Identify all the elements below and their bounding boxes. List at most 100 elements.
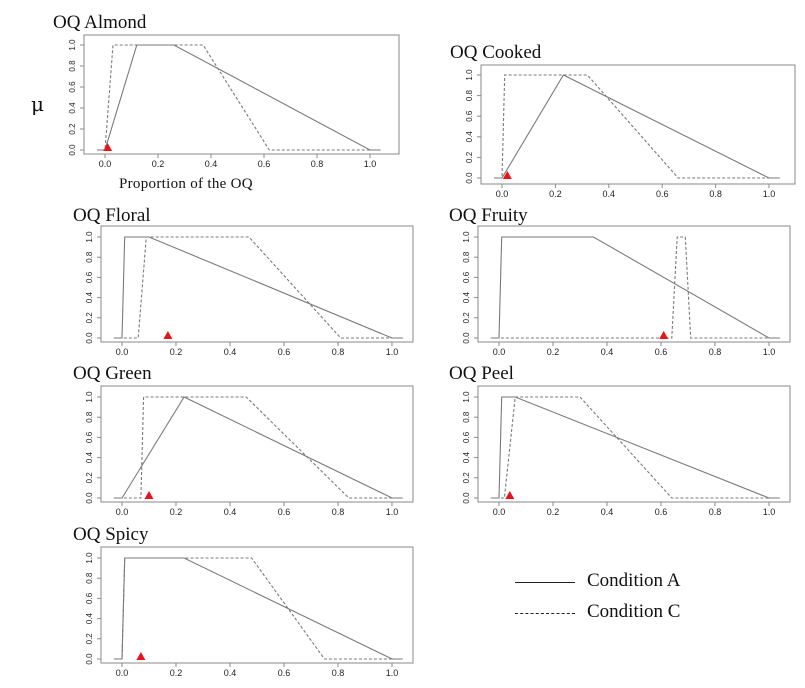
marker-triangle — [659, 331, 669, 339]
x-tick-label: 1.0 — [386, 507, 399, 517]
y-tick-label: 0.2 — [68, 123, 77, 135]
x-tick-label: 0.8 — [311, 159, 324, 169]
x-tick-label: 0.6 — [278, 347, 291, 357]
y-tick-label: 0.8 — [462, 411, 471, 423]
panel-peel: 0.0 0.2 0.4 0.6 0.8 1.0 0.0 0.2 0.4 0.6 0.8 1.0 — [462, 385, 791, 517]
y-tick-label: 0.2 — [85, 472, 94, 484]
x-tick-label: 0.0 — [493, 507, 506, 517]
x-tick-label: 1.0 — [763, 347, 776, 357]
panel-cooked: 0.0 0.2 0.4 0.6 0.8 1.0 0.0 0.2 0.4 0.6 0.8 1.0 — [465, 64, 796, 199]
y-tick-label: 0.6 — [68, 81, 77, 93]
y-tick-label: 0.0 — [85, 332, 94, 344]
legend-label-condition-a: Condition A — [587, 570, 681, 591]
y-tick-label: 0.6 — [85, 271, 94, 283]
y-tick-label: 1.0 — [85, 391, 94, 403]
x-tick-label: 0.8 — [332, 668, 345, 678]
y-tick-label: 1.0 — [85, 552, 94, 564]
series-condition-c-line — [113, 557, 403, 660]
series-condition-a-line — [113, 557, 403, 660]
y-tick-label: 0.6 — [85, 592, 94, 604]
y-tick-label: 0.6 — [462, 431, 471, 443]
x-tick-label: 0.4 — [224, 347, 237, 357]
y-tick-label: 1.0 — [85, 231, 94, 243]
plot-frame — [100, 546, 414, 664]
plot-frame — [100, 385, 414, 503]
x-tick-label: 0.4 — [601, 347, 614, 357]
x-tick-label: 0.2 — [547, 507, 560, 517]
x-tick-label: 0.0 — [99, 159, 112, 169]
x-tick-label: 0.4 — [601, 507, 614, 517]
panel-title-floral: OQ Floral — [73, 205, 151, 226]
plot-frame — [100, 225, 414, 343]
panel-title-spicy: OQ Spicy — [73, 524, 149, 545]
panel-title-green: OQ Green — [73, 363, 152, 384]
y-tick-label: 1.0 — [68, 39, 77, 51]
y-tick-label: 0.4 — [85, 451, 94, 463]
x-tick-label: 0.8 — [332, 347, 345, 357]
x-tick-label: 0.4 — [224, 507, 237, 517]
series-condition-c-line — [113, 396, 403, 499]
plot-frame — [83, 34, 400, 155]
y-tick-label: 0.8 — [462, 251, 471, 263]
x-tick-label: 0.6 — [655, 507, 668, 517]
y-tick-label: 0.2 — [462, 312, 471, 324]
x-tick-label: 0.2 — [549, 189, 562, 199]
y-tick-label: 0.4 — [462, 291, 471, 303]
panel-almond: 0.0 0.2 0.4 0.6 0.8 1.0 0.0 0.2 0.4 0.6 0.8 1.0 — [68, 34, 400, 169]
y-tick-label: 0.6 — [462, 271, 471, 283]
x-tick-label: 1.0 — [386, 347, 399, 357]
x-tick-label: 0.2 — [170, 507, 183, 517]
x-tick-label: 0.4 — [603, 189, 616, 199]
panel-fruity: 0.0 0.2 0.4 0.6 0.8 1.0 0.0 0.2 0.4 0.6 0.8 1.0 — [462, 225, 791, 357]
series-condition-c-line — [494, 74, 780, 179]
series-condition-a-line — [113, 236, 403, 339]
legend: Condition A Condition C — [515, 565, 755, 635]
panel-floral: 0.0 0.2 0.4 0.6 0.8 1.0 0.0 0.2 0.4 0.6 0.8 1.0 — [85, 225, 414, 357]
y-tick-label: 0.4 — [462, 451, 471, 463]
x-tick-label: 1.0 — [763, 507, 776, 517]
series-condition-c-line — [97, 44, 381, 151]
panel-title-almond: OQ Almond — [53, 12, 147, 33]
y-tick-label: 0.0 — [462, 492, 471, 504]
marker-triangle — [144, 491, 154, 499]
series-condition-c-line — [490, 396, 780, 499]
y-tick-label: 0.4 — [465, 131, 474, 143]
y-tick-label: 0.4 — [68, 102, 77, 114]
x-tick-label: 1.0 — [386, 668, 399, 678]
y-axis-label-mu: μ — [31, 92, 44, 116]
y-tick-label: 0.0 — [85, 653, 94, 665]
y-tick-label: 1.0 — [465, 69, 474, 81]
y-tick-label: 0.8 — [68, 60, 77, 72]
y-tick-label: 1.0 — [462, 231, 471, 243]
plot-frame — [480, 64, 796, 185]
series-condition-a-line — [97, 44, 381, 151]
y-tick-label: 0.0 — [462, 332, 471, 344]
plot-frame — [477, 225, 791, 343]
y-tick-label: 0.8 — [85, 572, 94, 584]
x-tick-label: 0.8 — [709, 347, 722, 357]
x-tick-label: 0.6 — [278, 668, 291, 678]
series-condition-c-line — [113, 236, 403, 339]
x-tick-label: 0.6 — [656, 189, 669, 199]
x-tick-label: 0.8 — [332, 507, 345, 517]
x-tick-label: 0.0 — [496, 189, 509, 199]
x-tick-label: 0.2 — [152, 159, 165, 169]
legend-entry-condition-a: Condition A — [515, 570, 755, 596]
x-tick-label: 0.0 — [116, 668, 129, 678]
legend-label-condition-c: Condition C — [587, 601, 681, 622]
y-tick-label: 0.4 — [85, 291, 94, 303]
x-tick-label: 0.8 — [709, 189, 722, 199]
x-tick-label: 0.6 — [258, 159, 271, 169]
marker-triangle — [163, 331, 173, 339]
legend-solid-line — [515, 582, 575, 583]
x-tick-label: 0.4 — [224, 668, 237, 678]
x-tick-label: 0.0 — [116, 507, 129, 517]
series-condition-a-line — [494, 74, 780, 179]
x-tick-label: 0.8 — [709, 507, 722, 517]
plot-frame — [477, 385, 791, 503]
panel-spicy: 0.0 0.2 0.4 0.6 0.8 1.0 0.0 0.2 0.4 0.6 0.8 1.0 — [85, 546, 414, 678]
y-tick-label: 0.6 — [85, 431, 94, 443]
x-tick-label: 1.0 — [364, 159, 377, 169]
marker-triangle — [502, 171, 512, 179]
